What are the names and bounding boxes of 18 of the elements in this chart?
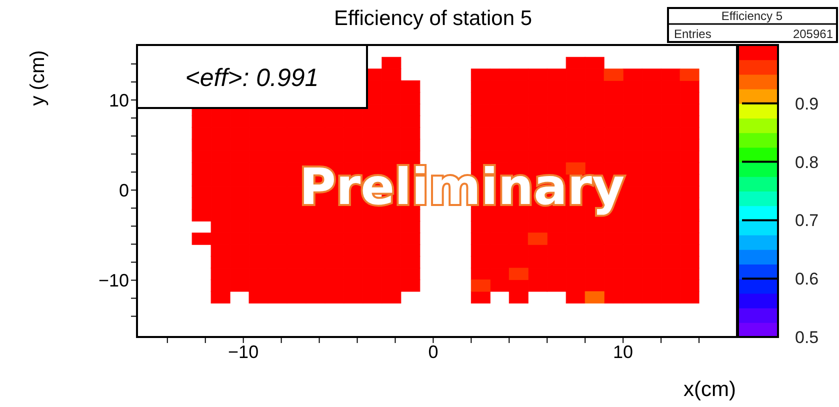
x-tick-label: 0	[428, 342, 438, 362]
y-tick-label: 10	[108, 90, 129, 110]
text: Entries	[674, 27, 712, 41]
annotation: <eff>: 0.991	[185, 64, 319, 92]
color-bar-label: 0.9	[795, 94, 819, 114]
chart-title: Efficiency of station 5	[334, 7, 532, 30]
color-bar-label: 0.8	[795, 152, 819, 172]
color-bar-label: 0.6	[795, 270, 819, 289]
y-axis-title: y (cm)	[27, 50, 49, 106]
x-tick-label: 10	[613, 342, 634, 362]
text: Efficiency 5	[721, 9, 783, 23]
y-tick-label: −10	[98, 270, 129, 291]
y-tick-label: 0	[118, 180, 129, 200]
color-bar-label: 0.7	[795, 211, 819, 230]
x-axis-title: x(cm)	[684, 378, 736, 401]
color-bar-label: 0.5	[795, 328, 819, 347]
text: 205961	[792, 27, 834, 41]
x-tick-label: −10	[228, 342, 259, 362]
